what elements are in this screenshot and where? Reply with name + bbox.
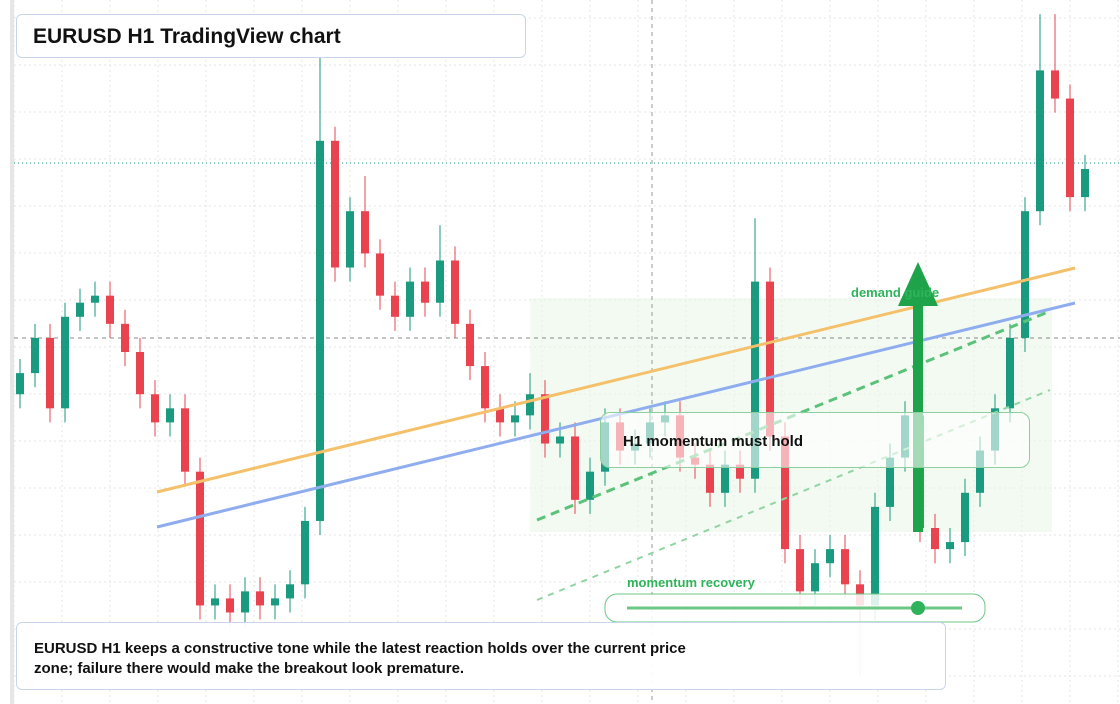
candle-body [811, 563, 819, 592]
candle-body [1036, 70, 1044, 212]
candle-body [76, 302, 84, 317]
candle-body [1066, 98, 1074, 198]
candle-body [286, 584, 294, 599]
candle-body [31, 337, 39, 374]
candle-body [91, 295, 99, 303]
candle-body [316, 140, 324, 521]
hold-box: H1 momentum must hold [600, 412, 1030, 468]
left-border [10, 0, 14, 704]
candle-body [301, 520, 309, 585]
candle-body [16, 373, 24, 395]
candle-body [841, 549, 849, 585]
recovery-label: momentum recovery [627, 575, 755, 590]
candle-body [946, 542, 954, 550]
candle-body [796, 549, 804, 592]
candle-body [241, 591, 249, 613]
candle-body [976, 450, 984, 493]
candle-body [781, 436, 789, 550]
candle-body [586, 471, 594, 500]
candle-body [211, 598, 219, 606]
candle-body [451, 260, 459, 324]
candle-body [556, 436, 564, 444]
candle-body [526, 394, 534, 416]
candle-body [181, 408, 189, 472]
candle-body [706, 464, 714, 493]
candle-body [721, 464, 729, 493]
candle-body [121, 323, 129, 352]
candle-body [136, 352, 144, 395]
description-box: EURUSD H1 keeps a constructive tone whil… [16, 622, 946, 690]
candle-body [1006, 337, 1014, 409]
candle-body [766, 281, 774, 437]
candle-body [511, 415, 519, 423]
candle-body [421, 281, 429, 303]
candle-body [196, 471, 204, 606]
candle-body [481, 366, 489, 409]
candle-body [166, 408, 174, 423]
candle-body [271, 598, 279, 606]
candle-body [331, 140, 339, 268]
candle-body [46, 337, 54, 409]
candle-body [931, 528, 939, 550]
candle-body [961, 492, 969, 543]
candle-body [826, 549, 834, 564]
candle-body [496, 408, 504, 423]
candle-body [391, 295, 399, 317]
candle-body [61, 316, 69, 409]
candle-body [256, 591, 264, 606]
candle-body [226, 598, 234, 613]
title-box: EURUSD H1 TradingView chart [16, 14, 526, 58]
candle-body [376, 253, 384, 296]
candle-body [1051, 70, 1059, 99]
candle-body [1021, 211, 1029, 338]
candle-body [406, 281, 414, 317]
candle-body [346, 211, 354, 268]
candle-body [466, 323, 474, 367]
description: EURUSD H1 keeps a constructive tone whil… [34, 640, 686, 677]
candle-body [361, 211, 369, 254]
arrow-head [898, 262, 938, 306]
candle-body [886, 457, 894, 507]
candle-body [151, 394, 159, 423]
hold-label: H1 momentum must hold [623, 433, 804, 450]
candle-body [736, 464, 744, 479]
candle-body [571, 436, 579, 500]
candle-body [871, 506, 879, 606]
candle-body [106, 295, 114, 324]
candle-body [1081, 168, 1089, 198]
candle-body [541, 394, 549, 444]
title: EURUSD H1 TradingView chart [33, 25, 341, 48]
slider-knob [911, 601, 925, 615]
candle-body [436, 260, 444, 303]
demand-label: demand guide [851, 285, 940, 300]
